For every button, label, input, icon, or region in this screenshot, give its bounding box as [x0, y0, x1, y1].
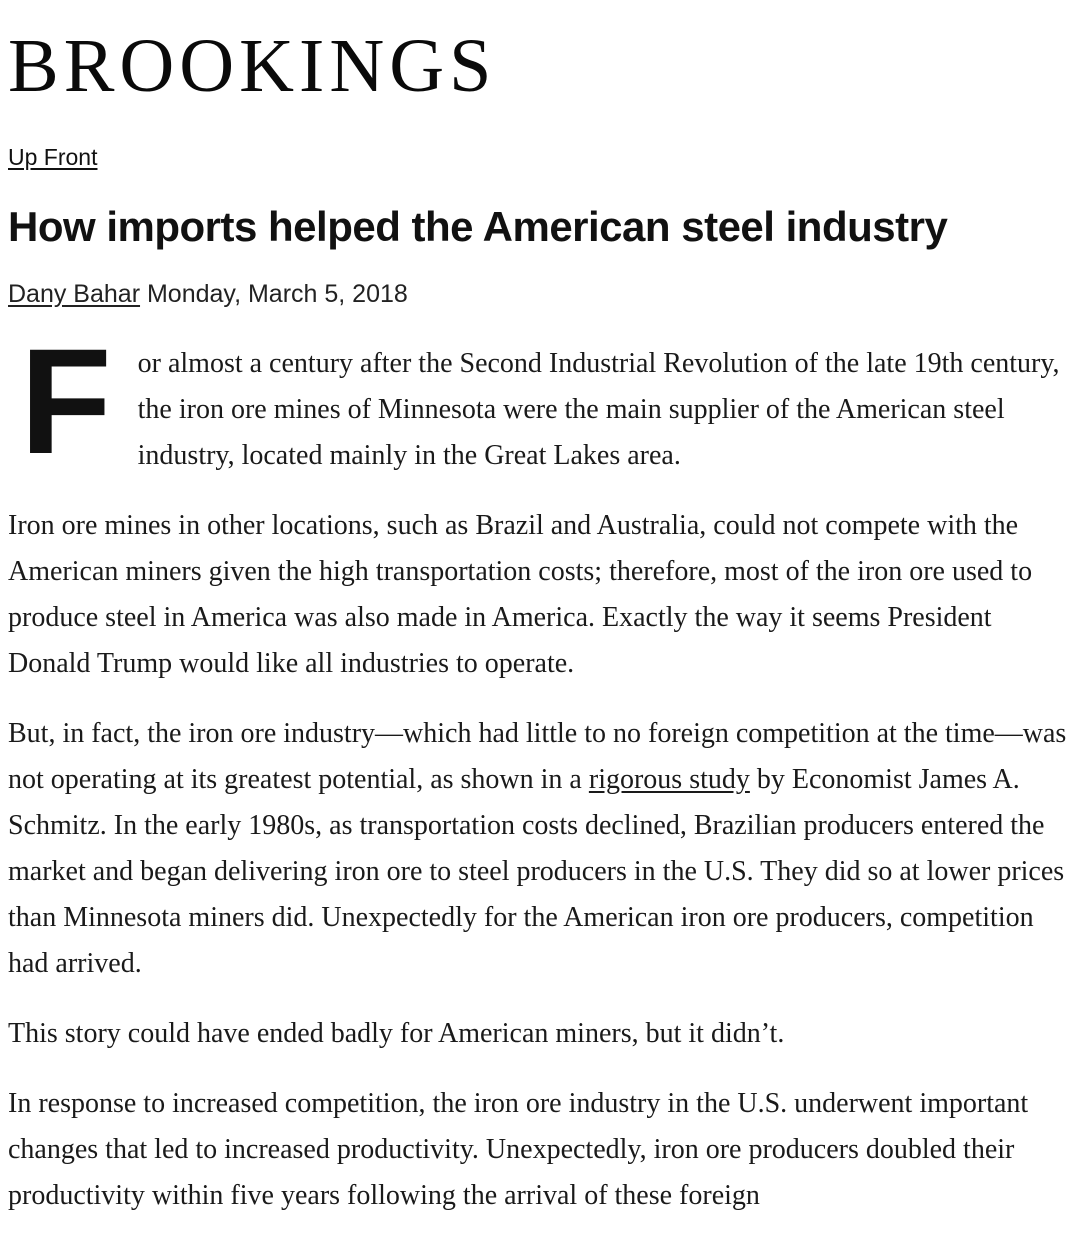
article-paragraph: But, in fact, the iron ore industry—whic…: [8, 718, 1067, 980]
author-link[interactable]: Dany Bahar: [8, 280, 141, 309]
byline: Dany Bahar Monday, March 5, 2018: [8, 280, 1072, 309]
article-title: How imports helped the American steel in…: [8, 203, 948, 250]
drop-cap: F: [20, 317, 112, 486]
rigorous-study-link[interactable]: rigorous study: [588, 764, 750, 796]
publish-date: Monday, March 5, 2018: [146, 280, 408, 309]
brookings-logo[interactable]: BROOKINGS: [8, 24, 497, 108]
article-paragraph: This story could have ended badly for Am…: [8, 1018, 785, 1050]
article-paragraph: Iron ore mines in other locations, such …: [8, 510, 1033, 680]
up-front-link[interactable]: Up Front: [8, 144, 98, 170]
site-header: BROOKINGS Up Front: [8, 28, 1072, 171]
article-paragraph: In response to increased competition, th…: [8, 1088, 1029, 1212]
